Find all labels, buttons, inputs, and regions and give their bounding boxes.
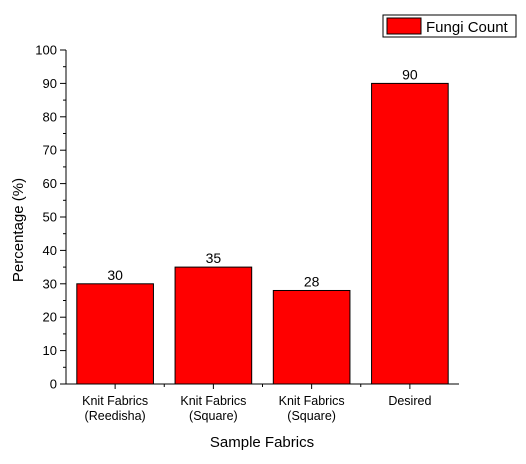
- y-tick-label: 70: [43, 143, 57, 158]
- x-axis-title: Sample Fabrics: [210, 434, 314, 451]
- y-axis-title: Percentage (%): [10, 178, 27, 282]
- x-tick-label: Desired: [388, 394, 431, 408]
- y-tick-label: 40: [43, 243, 57, 258]
- bar: [272, 289, 351, 385]
- x-tick-label: Knit Fabrics (Square): [180, 394, 246, 423]
- legend: Fungi Count: [382, 14, 517, 38]
- bar-value-label: 30: [107, 267, 123, 283]
- y-tick-label: 50: [43, 210, 57, 225]
- x-tick-label: Knit Fabrics (Square): [279, 394, 345, 423]
- bar: [174, 266, 253, 385]
- y-tick-label: 60: [43, 176, 57, 191]
- y-tick-label: 100: [35, 43, 57, 58]
- x-tick-label: Knit Fabrics (Reedisha): [82, 394, 148, 423]
- legend-swatch: [386, 17, 422, 35]
- y-tick-label: 90: [43, 76, 57, 91]
- bar-value-label: 28: [304, 273, 320, 289]
- y-tick-label: 10: [43, 343, 57, 358]
- y-tick-label: 0: [50, 377, 57, 392]
- y-tick-label: 30: [43, 276, 57, 291]
- legend-label: Fungi Count: [426, 19, 509, 36]
- y-tick-label: 80: [43, 109, 57, 124]
- bar: [76, 283, 154, 385]
- y-tick-label: 20: [43, 310, 57, 325]
- bar: [371, 82, 449, 385]
- bar-value-label: 35: [206, 250, 222, 266]
- bar-value-label: 90: [402, 66, 418, 82]
